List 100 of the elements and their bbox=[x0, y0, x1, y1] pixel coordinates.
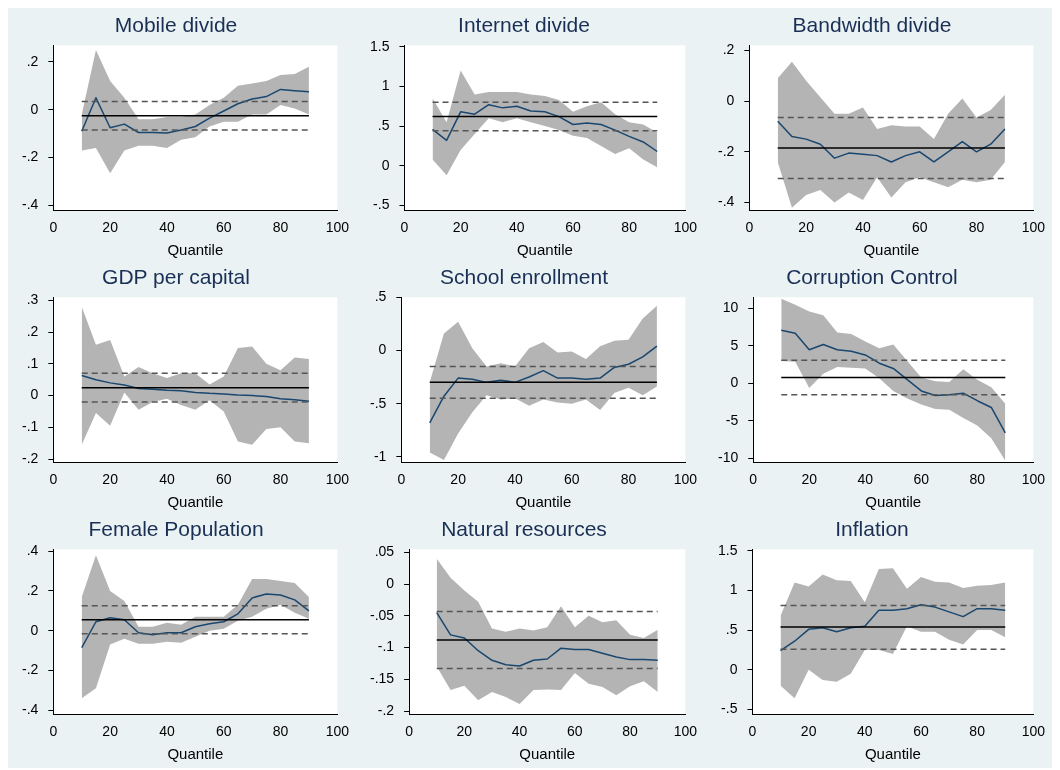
y-tick-label: -.4 bbox=[21, 701, 39, 718]
x-tick-label: 0 bbox=[400, 219, 409, 236]
y-tick-label: .1 bbox=[26, 354, 39, 371]
chart-title: Mobile divide bbox=[114, 13, 238, 37]
x-tick-label: 100 bbox=[325, 219, 350, 236]
y-tick-label: .4 bbox=[26, 542, 39, 559]
y-tick-label: 0 bbox=[30, 386, 39, 403]
y-tick-label: .2 bbox=[26, 52, 39, 69]
x-tick-label: 60 bbox=[563, 471, 580, 488]
chart-title: Female Population bbox=[88, 517, 264, 541]
x-tick-label: 20 bbox=[800, 723, 817, 740]
x-tick-label: 100 bbox=[673, 723, 698, 740]
y-tick-label: -5 bbox=[725, 411, 739, 428]
y-tick-label: .3 bbox=[26, 291, 39, 308]
y-tick-label: 0 bbox=[729, 660, 738, 677]
y-tick-label: -10 bbox=[718, 449, 739, 466]
x-tick-label: 100 bbox=[1021, 723, 1046, 740]
y-tick-label: -.2 bbox=[377, 701, 395, 718]
x-tick-label: 80 bbox=[622, 723, 639, 740]
x-tick-label: 100 bbox=[673, 219, 698, 236]
y-tick-label: -.4 bbox=[717, 193, 735, 210]
x-tick-label: 20 bbox=[102, 219, 119, 236]
chart-title: Natural resources bbox=[441, 517, 607, 541]
x-axis-title: Quantile bbox=[516, 241, 573, 259]
x-tick-label: 80 bbox=[621, 219, 638, 236]
x-tick-label: 80 bbox=[272, 471, 289, 488]
x-tick-label: 80 bbox=[969, 723, 986, 740]
y-tick-label: 0 bbox=[381, 156, 390, 173]
x-tick-label: 0 bbox=[49, 723, 58, 740]
y-tick-label: 1.5 bbox=[717, 541, 738, 558]
y-tick-label: -.1 bbox=[21, 418, 39, 435]
x-tick-label: 0 bbox=[49, 219, 58, 236]
x-tick-label: 0 bbox=[745, 219, 754, 236]
y-tick-label: -.5 bbox=[721, 700, 738, 717]
y-tick-label: -.5 bbox=[373, 196, 390, 213]
x-tick-label: 0 bbox=[749, 471, 758, 488]
x-axis-title: Quantile bbox=[167, 241, 224, 259]
x-axis-title: Quantile bbox=[865, 493, 922, 511]
x-tick-label: 60 bbox=[215, 723, 232, 740]
x-tick-label: 60 bbox=[565, 219, 581, 236]
y-tick-label: -.5 bbox=[369, 394, 387, 411]
x-axis-title: Quantile bbox=[515, 493, 572, 511]
x-tick-label: 40 bbox=[509, 219, 525, 236]
x-tick-label: 60 bbox=[215, 471, 232, 488]
x-tick-label: 40 bbox=[511, 723, 528, 740]
x-tick-label: 80 bbox=[272, 723, 289, 740]
x-tick-label: 80 bbox=[272, 219, 289, 236]
x-tick-label: 100 bbox=[673, 471, 698, 488]
y-tick-label: 0 bbox=[730, 374, 739, 391]
y-tick-label: .2 bbox=[722, 41, 735, 58]
x-tick-label: 20 bbox=[450, 471, 467, 488]
x-tick-label: 100 bbox=[1021, 219, 1046, 236]
chart-title: Corruption Control bbox=[786, 265, 958, 289]
y-tick-label: -.1 bbox=[377, 638, 395, 655]
y-tick-label: -.2 bbox=[21, 661, 39, 678]
y-tick-label: 0 bbox=[726, 91, 735, 108]
x-tick-label: 40 bbox=[855, 219, 871, 236]
y-tick-label: -.15 bbox=[370, 670, 395, 687]
x-tick-label: 60 bbox=[215, 219, 232, 236]
x-tick-label: 20 bbox=[452, 219, 469, 236]
x-tick-label: 0 bbox=[49, 471, 58, 488]
x-axis-title: Quantile bbox=[167, 493, 224, 511]
x-tick-label: 80 bbox=[968, 219, 985, 236]
y-tick-label: 0 bbox=[30, 621, 39, 638]
y-tick-label: -.05 bbox=[370, 606, 395, 623]
x-axis-title: Quantile bbox=[519, 745, 576, 763]
y-tick-label: 0 bbox=[386, 574, 395, 591]
x-tick-label: 80 bbox=[969, 471, 986, 488]
x-tick-label: 60 bbox=[567, 723, 583, 740]
y-tick-label: 1 bbox=[729, 581, 738, 598]
y-tick-label: .05 bbox=[374, 543, 395, 560]
x-tick-label: 40 bbox=[159, 471, 175, 488]
x-tick-label: 20 bbox=[102, 723, 119, 740]
y-tick-label: 0 bbox=[378, 341, 387, 358]
y-tick-label: 5 bbox=[730, 336, 739, 353]
x-axis-title: Quantile bbox=[864, 745, 921, 763]
y-tick-label: .5 bbox=[725, 620, 738, 637]
x-tick-label: 20 bbox=[102, 471, 119, 488]
y-tick-label: -.4 bbox=[21, 196, 39, 213]
chart-title: GDP per capital bbox=[102, 265, 250, 289]
y-tick-label: .2 bbox=[26, 322, 39, 339]
x-axis-title: Quantile bbox=[863, 241, 920, 259]
x-tick-label: 40 bbox=[159, 723, 175, 740]
y-tick-label: 0 bbox=[30, 100, 39, 117]
x-tick-label: 20 bbox=[456, 723, 473, 740]
x-tick-label: 100 bbox=[325, 723, 350, 740]
x-tick-label: 0 bbox=[748, 723, 757, 740]
x-tick-label: 60 bbox=[913, 471, 930, 488]
y-tick-label: -1 bbox=[373, 447, 387, 464]
x-axis-title: Quantile bbox=[167, 745, 224, 763]
y-tick-label: 1.5 bbox=[369, 37, 390, 54]
y-tick-label: .5 bbox=[374, 288, 387, 305]
y-tick-label: .2 bbox=[26, 581, 39, 598]
x-tick-label: 60 bbox=[911, 219, 928, 236]
y-tick-label: 1 bbox=[381, 77, 390, 94]
x-tick-label: 40 bbox=[159, 219, 175, 236]
chart-title: School enrollment bbox=[439, 265, 609, 289]
y-tick-label: -.2 bbox=[717, 142, 735, 159]
chart-title: Inflation bbox=[835, 517, 909, 541]
x-tick-label: 100 bbox=[325, 471, 350, 488]
